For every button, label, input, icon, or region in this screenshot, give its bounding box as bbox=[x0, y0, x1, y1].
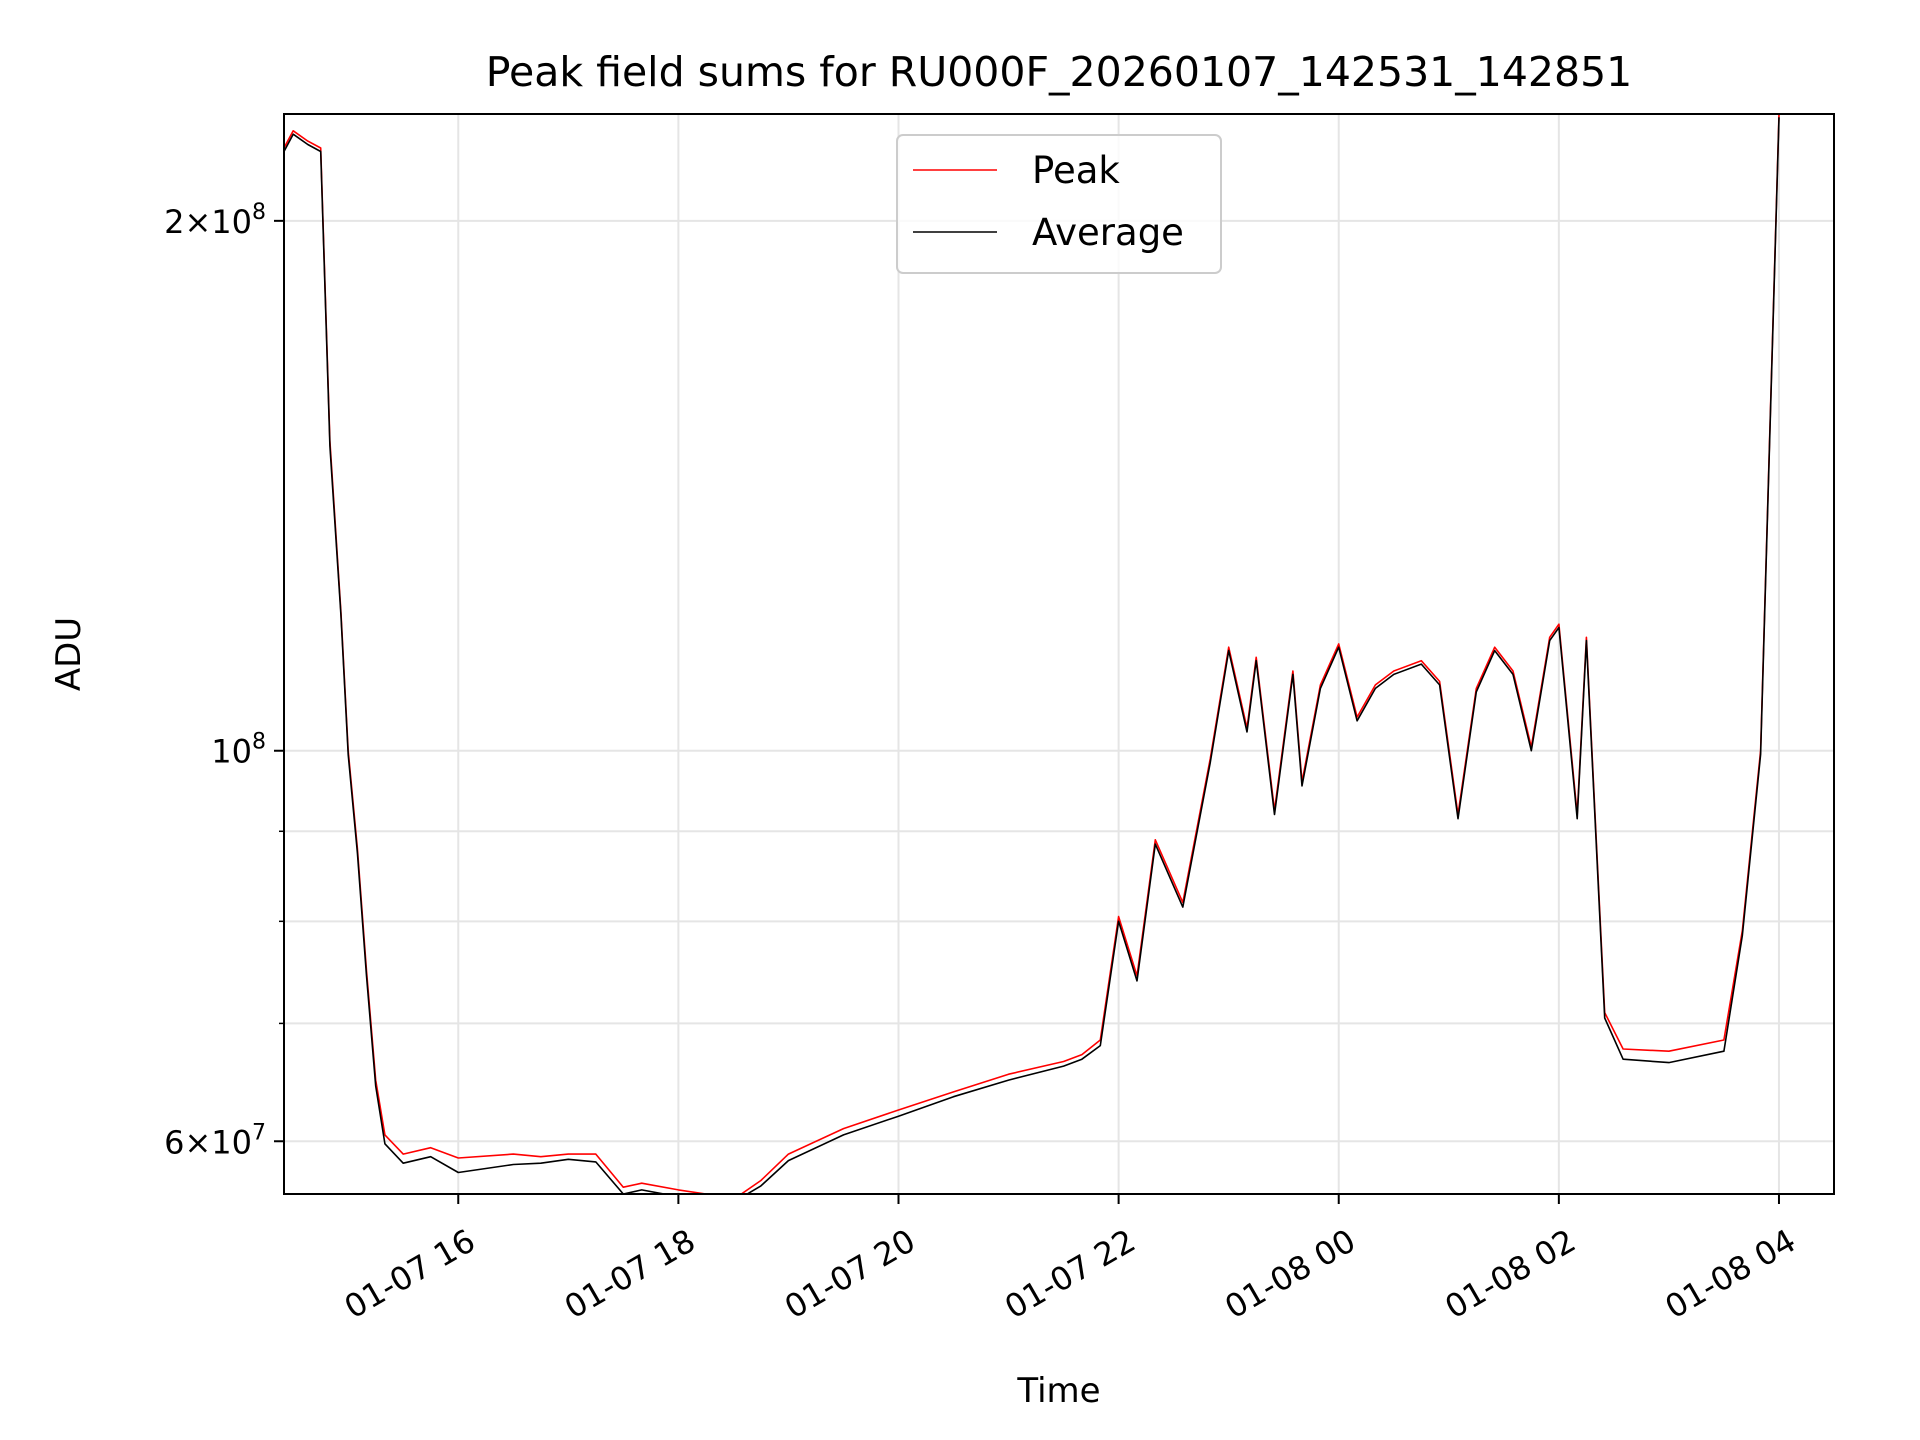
y-tick-label: 108 bbox=[211, 730, 266, 771]
legend: Peak Average bbox=[896, 134, 1222, 274]
chart-title: Peak field sums for RU000F_20260107_1425… bbox=[486, 48, 1633, 96]
series-lines bbox=[284, 114, 1780, 1194]
plot-frame bbox=[283, 113, 1835, 1195]
legend-average-label: Average bbox=[1032, 211, 1184, 254]
y-axis-title: ADU bbox=[49, 617, 89, 691]
y-axis-ticks: 6×107 108 2×108 bbox=[164, 200, 284, 1161]
series-line-average bbox=[284, 117, 1780, 1194]
legend-peak-label: Peak bbox=[1032, 149, 1120, 192]
y-tick-label: 2×108 bbox=[164, 200, 266, 241]
grid-lines bbox=[284, 114, 1834, 1194]
y-tick-label: 6×107 bbox=[164, 1120, 266, 1161]
x-axis-title: Time bbox=[1016, 1371, 1100, 1411]
